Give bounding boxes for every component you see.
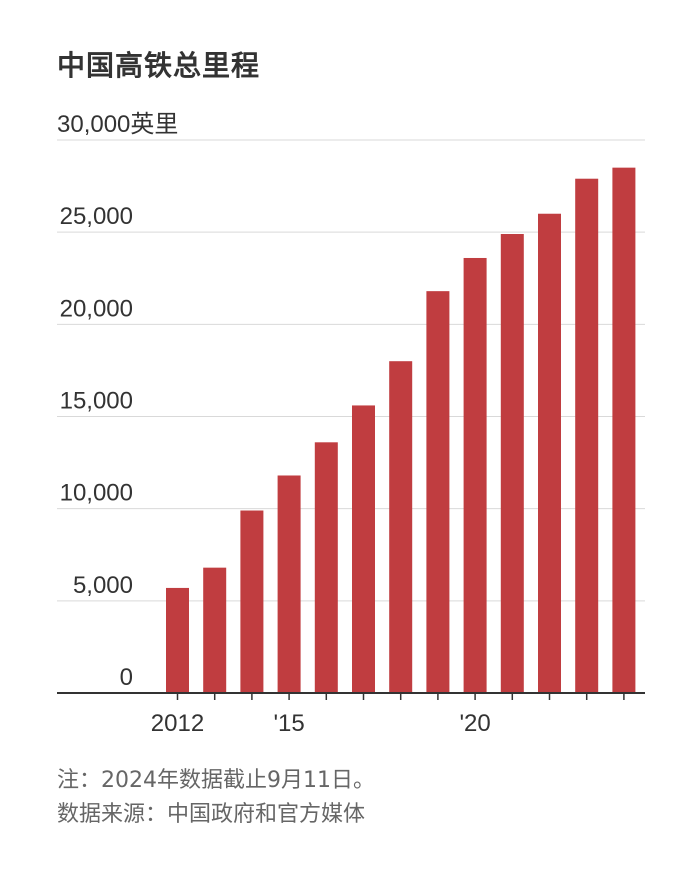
x-tick-label: '20 xyxy=(459,710,490,737)
bar-2018 xyxy=(389,361,413,693)
bar-chart: 0 5,000 10,000 15,000 20,000 25,000 30,000英里 2… xyxy=(57,111,645,737)
bar-2023 xyxy=(575,178,599,693)
y-tick-label: 15,000 xyxy=(60,388,133,415)
x-tick-label: '15 xyxy=(273,710,304,737)
bar-2012 xyxy=(166,587,189,693)
x-tick-label: 2012 xyxy=(151,710,204,737)
bar-2019 xyxy=(426,291,450,693)
bar-2017 xyxy=(352,405,375,693)
y-tick-label: 5,000 xyxy=(73,572,133,599)
source-note: 数据来源：中国政府和官方媒体 xyxy=(57,802,366,827)
bar-2021 xyxy=(500,234,524,693)
bar-2020 xyxy=(463,257,487,693)
y-tick-label: 25,000 xyxy=(60,203,133,230)
bar-2014 xyxy=(240,510,264,693)
bars xyxy=(166,167,636,693)
y-tick-label: 0 xyxy=(120,664,133,691)
x-axis xyxy=(57,692,645,700)
gridlines xyxy=(57,139,645,602)
chart-title: 中国高铁总里程 xyxy=(57,49,261,82)
x-axis-ticks: 2012 '15 '20 xyxy=(151,710,491,737)
bar-2016 xyxy=(314,442,338,693)
y-tick-label: 30,000英里 xyxy=(57,111,178,138)
bar-2024 xyxy=(612,167,636,693)
chart-notes: 注：2024年数据截止9月11日。 数据来源：中国政府和官方媒体 xyxy=(57,764,375,832)
bar-2015 xyxy=(277,475,301,693)
y-tick-label: 10,000 xyxy=(60,480,133,507)
bar-2013 xyxy=(203,567,227,693)
bar-2022 xyxy=(538,213,561,693)
y-tick-label: 20,000 xyxy=(60,295,133,322)
footnote: 注：2024年数据截止9月11日。 xyxy=(57,768,375,793)
y-axis-ticks: 0 5,000 10,000 15,000 20,000 25,000 30,000英里 xyxy=(57,111,178,691)
